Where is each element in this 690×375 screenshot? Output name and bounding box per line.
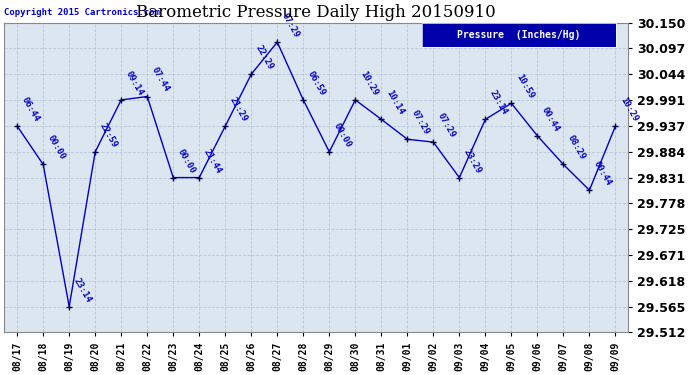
Title: Barometric Pressure Daily High 20150910: Barometric Pressure Daily High 20150910 <box>137 4 496 21</box>
Text: 10:29: 10:29 <box>618 96 640 123</box>
Text: 23:29: 23:29 <box>462 147 484 175</box>
Text: 00:00: 00:00 <box>176 147 197 175</box>
Text: 00:44: 00:44 <box>592 160 613 188</box>
Text: 07:44: 07:44 <box>150 66 171 94</box>
Text: 06:59: 06:59 <box>306 69 327 97</box>
Text: 08:29: 08:29 <box>566 134 587 162</box>
Text: 07:29: 07:29 <box>280 12 302 39</box>
Text: 00:00: 00:00 <box>46 134 67 162</box>
Text: 07:29: 07:29 <box>436 112 457 140</box>
Text: 06:44: 06:44 <box>20 96 41 123</box>
Text: 22:59: 22:59 <box>98 121 119 149</box>
Text: 10:59: 10:59 <box>514 73 535 100</box>
Text: 00:44: 00:44 <box>540 105 562 133</box>
Text: 10:29: 10:29 <box>358 69 380 97</box>
Text: 23:14: 23:14 <box>72 276 93 304</box>
Text: 07:29: 07:29 <box>410 109 431 136</box>
Text: 23:14: 23:14 <box>488 89 509 117</box>
Text: Copyright 2015 Cartronics.com: Copyright 2015 Cartronics.com <box>4 8 160 16</box>
Text: 22:29: 22:29 <box>254 44 275 71</box>
Text: 21:44: 21:44 <box>202 147 224 175</box>
Text: 00:00: 00:00 <box>332 121 353 149</box>
Text: 09:14: 09:14 <box>124 69 145 97</box>
Text: 10:14: 10:14 <box>384 89 405 117</box>
Text: 21:29: 21:29 <box>228 96 249 123</box>
